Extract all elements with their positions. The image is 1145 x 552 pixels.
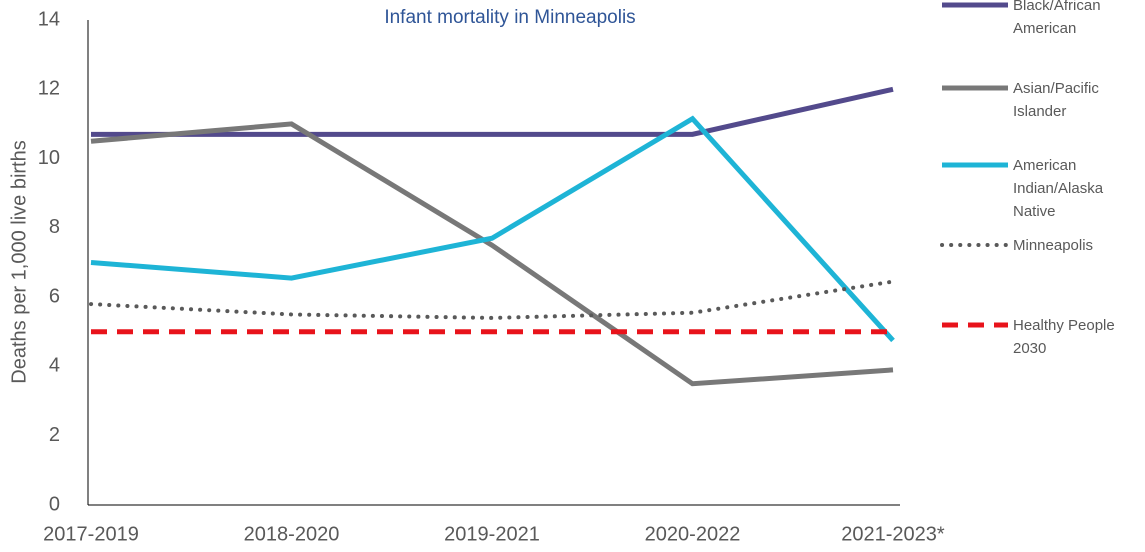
y-tick-label: 12 (38, 78, 60, 100)
y-tick-label: 8 (49, 216, 60, 238)
y-tick-label: 10 (38, 147, 60, 169)
series-line (91, 86, 894, 137)
legend-label: Minneapolis (1013, 236, 1094, 254)
x-tick-label: 2021-2023* (841, 523, 945, 545)
y-tick-label: 0 (49, 493, 60, 515)
x-tick-label: 2018-2020 (244, 523, 340, 545)
x-tick-label: 2020-2022 (645, 523, 741, 545)
series-line (89, 279, 895, 320)
legend-label: Healthy People 2030 (1013, 316, 1115, 357)
series-line (90, 121, 894, 387)
y-axis-label: Deaths per 1,000 live births (8, 140, 30, 383)
y-tick-label: 4 (49, 355, 60, 377)
chart-title: Infant mortality in Minneapolis (384, 7, 635, 28)
legend-label: Black/African American (1013, 0, 1101, 37)
y-tick-label: 14 (38, 8, 60, 30)
x-tick-label: 2017-2019 (43, 523, 139, 545)
legend-label: Asian/Pacific Islander (1013, 79, 1099, 120)
x-tick-label: 2019-2021 (444, 523, 540, 545)
legend-label: American Indian/Alaska Native (1013, 156, 1104, 220)
y-tick-label: 6 (49, 285, 60, 307)
y-tick-label: 2 (49, 424, 60, 446)
series-line (90, 115, 895, 343)
